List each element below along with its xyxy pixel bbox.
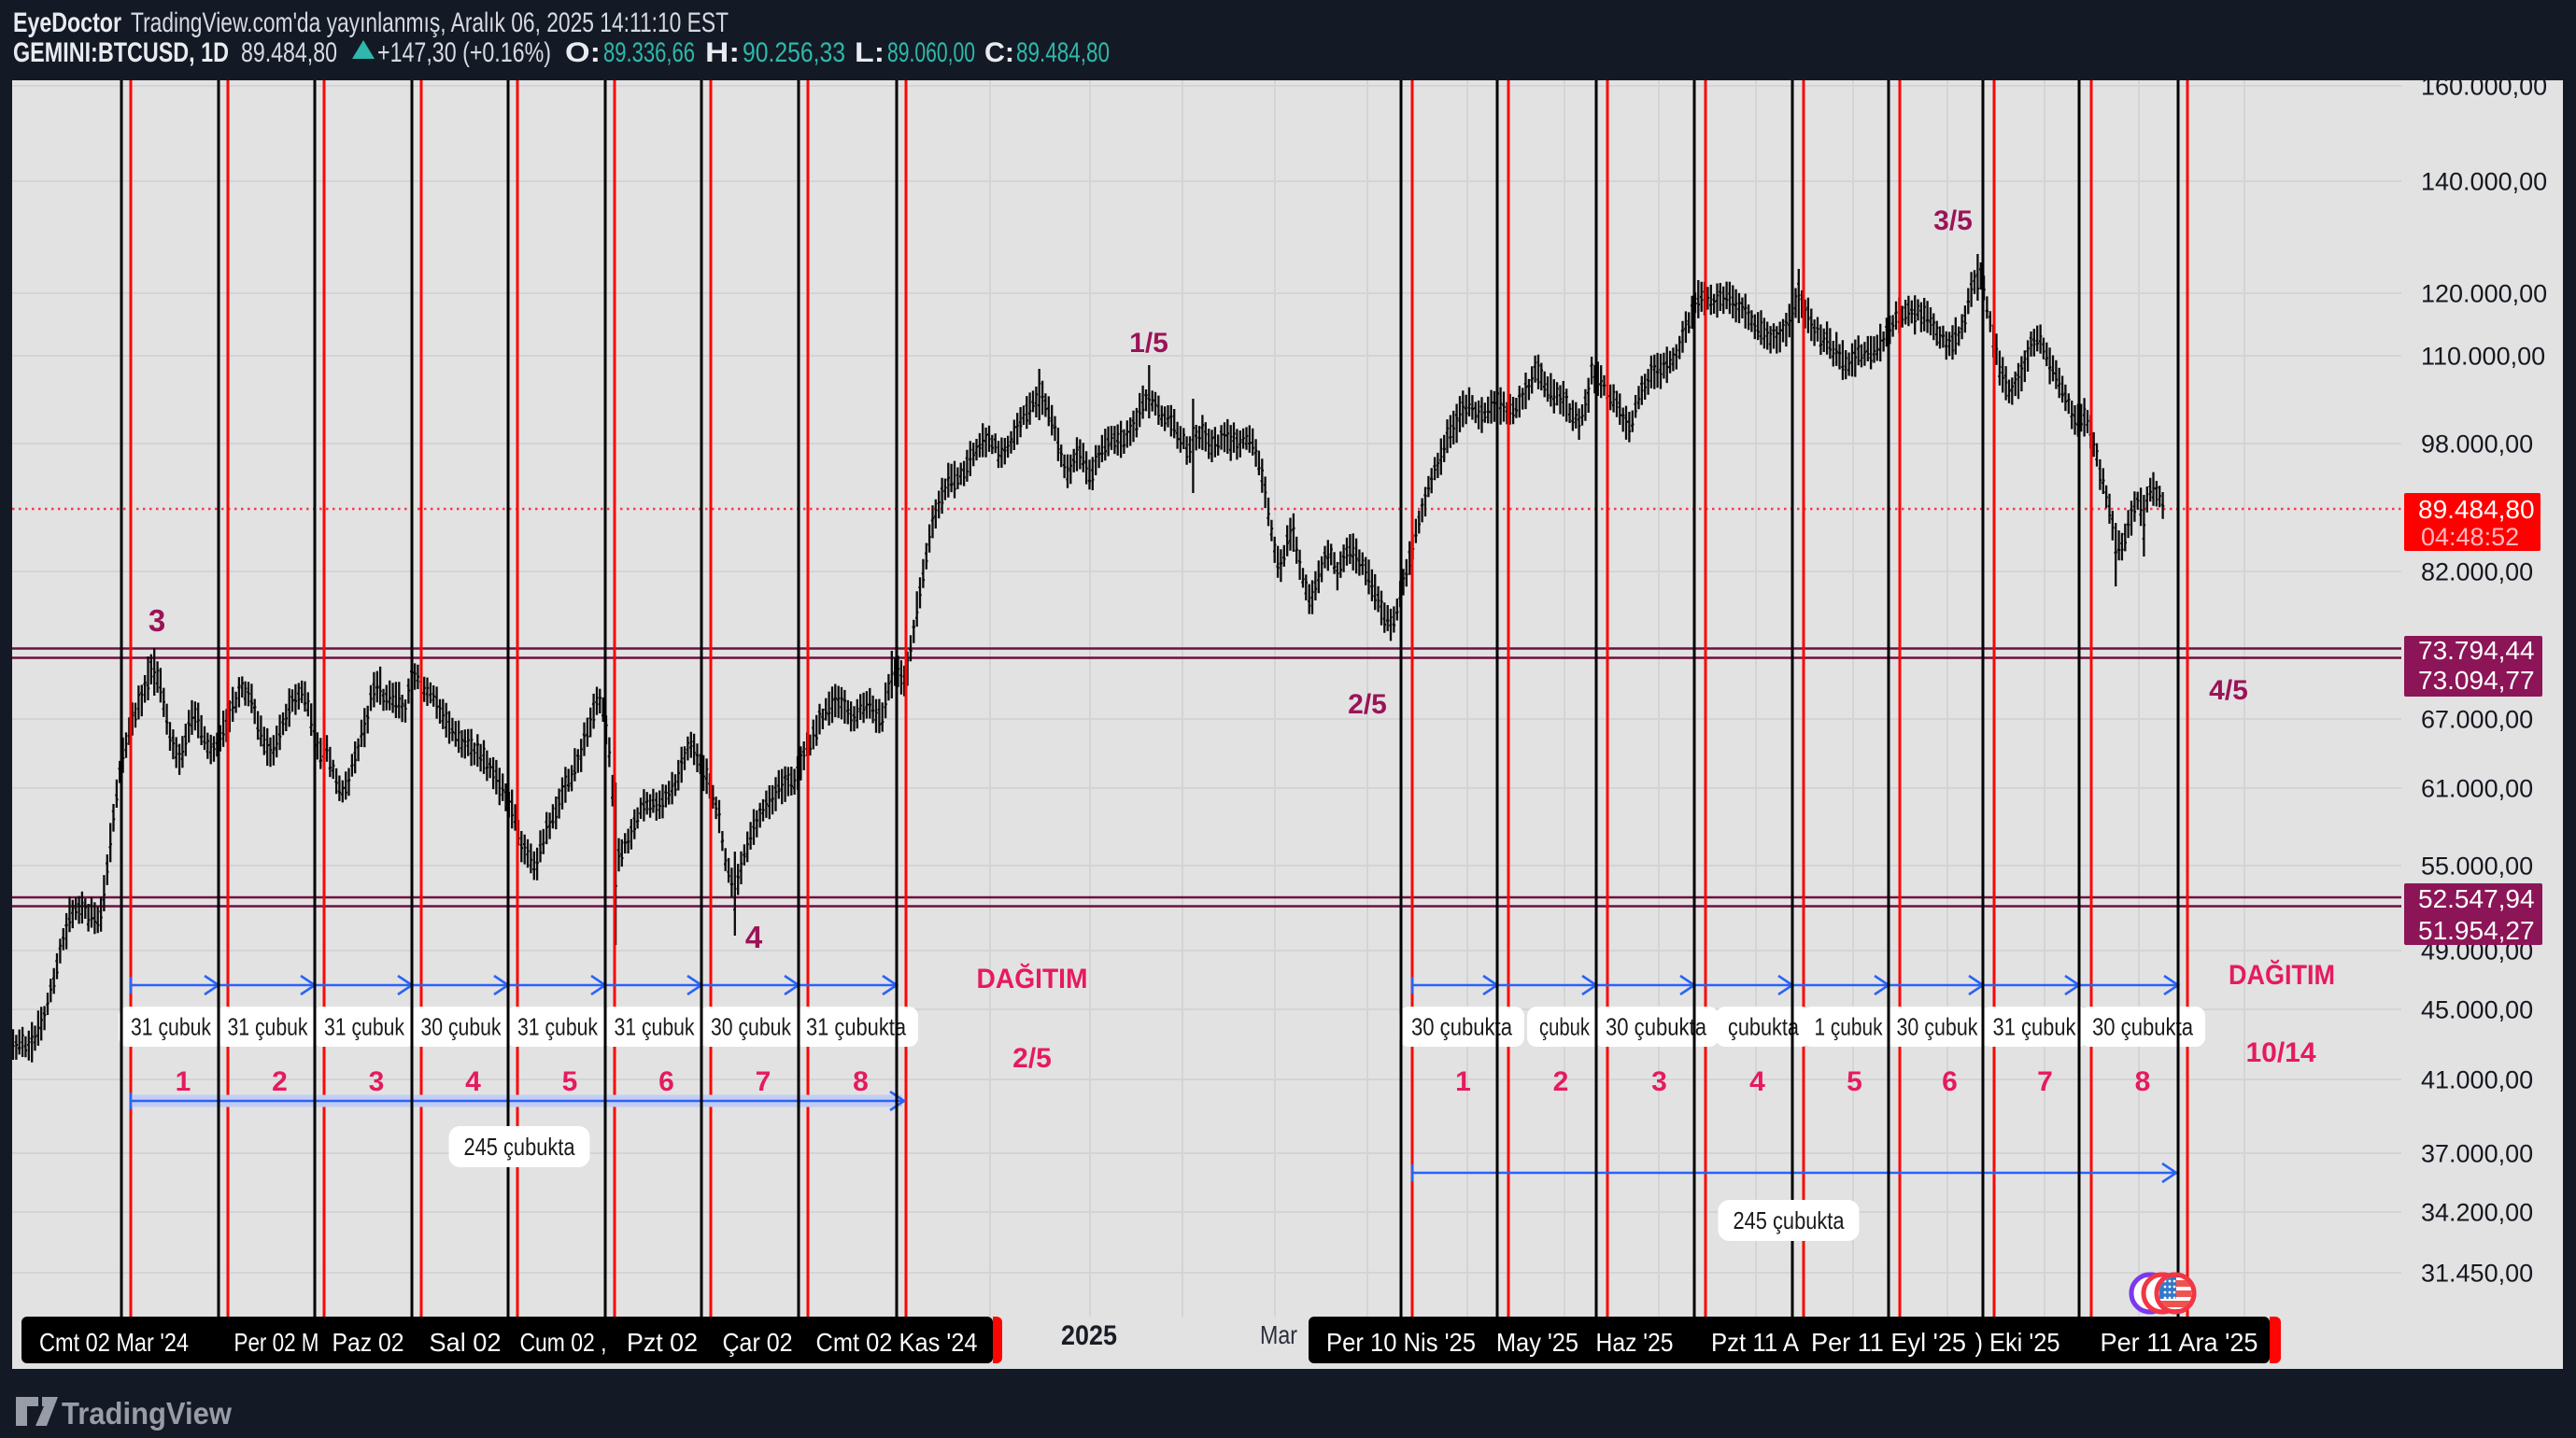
svg-text:2025: 2025 — [1061, 1320, 1117, 1351]
svg-text:C:: C: — [984, 37, 1014, 68]
svg-text:89.484,80: 89.484,80 — [1016, 37, 1110, 68]
svg-text:Cmt 02 Kas '24: Cmt 02 Kas '24 — [816, 1328, 978, 1357]
svg-text:çubukta: çubukta — [1728, 1013, 1799, 1041]
svg-text:31 çubukta: 31 çubukta — [806, 1013, 906, 1041]
svg-text:6: 6 — [658, 1066, 674, 1097]
svg-text:1: 1 — [176, 1066, 191, 1097]
svg-text:34.200,00: 34.200,00 — [2421, 1199, 2533, 1227]
svg-text:5: 5 — [1847, 1066, 1862, 1097]
svg-text:8: 8 — [853, 1066, 869, 1097]
svg-text:10/14: 10/14 — [2245, 1037, 2315, 1068]
svg-text:31 çubuk: 31 çubuk — [131, 1013, 212, 1041]
svg-text:Cum 02 ,: Cum 02 , — [520, 1328, 607, 1357]
svg-text:90.256,33: 90.256,33 — [743, 37, 845, 68]
svg-text:31 çubuk: 31 çubuk — [324, 1013, 405, 1041]
svg-text:EyeDoctor: EyeDoctor — [13, 7, 121, 38]
svg-text:89.336,66: 89.336,66 — [603, 37, 695, 68]
svg-text:O:: O: — [565, 37, 601, 68]
svg-text:31 çubuk: 31 çubuk — [615, 1013, 696, 1041]
svg-text:82.000,00: 82.000,00 — [2421, 558, 2533, 586]
svg-text:DAĞITIM: DAĞITIM — [977, 963, 1088, 994]
svg-text:30 çubukta: 30 çubukta — [1411, 1013, 1512, 1041]
svg-text:Pzt 11 A: Pzt 11 A — [1711, 1328, 1799, 1357]
svg-text:120.000,00: 120.000,00 — [2421, 280, 2547, 308]
svg-text:5: 5 — [562, 1066, 578, 1097]
svg-text:TradingView.com'da yayınlanmış: TradingView.com'da yayınlanmış, Aralık 0… — [131, 7, 729, 38]
svg-text:7: 7 — [756, 1066, 771, 1097]
svg-text:Pzt 02: Pzt 02 — [627, 1328, 698, 1357]
svg-text:GEMINI:BTCUSD, 1D: GEMINI:BTCUSD, 1D — [13, 37, 229, 68]
svg-text:245 çubukta: 245 çubukta — [464, 1133, 575, 1161]
svg-text:30 çubukta: 30 çubukta — [1606, 1013, 1706, 1041]
svg-text:1 çubuk: 1 çubuk — [1815, 1013, 1884, 1041]
svg-text:Per 10 Nis '25: Per 10 Nis '25 — [1326, 1328, 1476, 1357]
svg-text:89.484,80: 89.484,80 — [241, 37, 337, 68]
svg-text:7: 7 — [2037, 1066, 2053, 1097]
svg-text:4: 4 — [1749, 1066, 1765, 1097]
svg-text:6: 6 — [1942, 1066, 1958, 1097]
svg-text:51.954,27: 51.954,27 — [2418, 916, 2535, 945]
svg-text:30 çubukta: 30 çubukta — [2092, 1013, 2193, 1041]
svg-text:31 çubuk: 31 çubuk — [1993, 1013, 2077, 1041]
svg-text:DAĞITIM: DAĞITIM — [2229, 959, 2335, 991]
svg-text:H:: H: — [705, 37, 740, 68]
svg-text:98.000,00: 98.000,00 — [2421, 430, 2533, 458]
svg-text:1: 1 — [1455, 1066, 1471, 1097]
svg-text:55.000,00: 55.000,00 — [2421, 853, 2533, 881]
svg-text:89.060,00: 89.060,00 — [887, 37, 975, 68]
svg-text:31 çubuk: 31 çubuk — [517, 1013, 599, 1041]
svg-text:) Eki '25: ) Eki '25 — [1975, 1328, 2060, 1357]
svg-text:Sal 02: Sal 02 — [430, 1328, 502, 1357]
svg-text:3: 3 — [369, 1066, 385, 1097]
svg-text:L:: L: — [855, 37, 885, 68]
svg-text:73.094,77: 73.094,77 — [2418, 666, 2535, 695]
svg-text:Çar 02: Çar 02 — [723, 1328, 793, 1357]
svg-text:89.484,80: 89.484,80 — [2418, 495, 2535, 524]
svg-text:2: 2 — [272, 1066, 288, 1097]
svg-text:30 çubuk: 30 çubuk — [711, 1013, 792, 1041]
svg-text:2/5: 2/5 — [1348, 689, 1387, 720]
svg-text:73.794,44: 73.794,44 — [2418, 636, 2535, 665]
svg-text:2: 2 — [1553, 1066, 1569, 1097]
svg-text:67.000,00: 67.000,00 — [2421, 706, 2533, 734]
svg-text:04:48:52: 04:48:52 — [2421, 523, 2519, 551]
svg-text:3/5: 3/5 — [1933, 205, 1973, 236]
svg-text:140.000,00: 140.000,00 — [2421, 168, 2547, 196]
svg-text:52.547,94: 52.547,94 — [2418, 884, 2535, 913]
svg-text:45.000,00: 45.000,00 — [2421, 996, 2533, 1024]
svg-text:41.000,00: 41.000,00 — [2421, 1066, 2533, 1094]
svg-text:Mar: Mar — [1260, 1320, 1297, 1349]
svg-text:Per 11 Ara '25: Per 11 Ara '25 — [2101, 1328, 2258, 1357]
svg-text:31 çubuk: 31 çubuk — [228, 1013, 309, 1041]
svg-text:Paz 02: Paz 02 — [333, 1328, 404, 1357]
svg-text:30 çubuk: 30 çubuk — [1897, 1013, 1979, 1041]
svg-text:Cmt 02 Mar '24: Cmt 02 Mar '24 — [39, 1328, 189, 1357]
svg-text:+147,30 (+0.16%): +147,30 (+0.16%) — [377, 37, 551, 68]
svg-text:Haz '25: Haz '25 — [1596, 1328, 1674, 1357]
svg-text:2/5: 2/5 — [1012, 1043, 1052, 1074]
svg-text:245 çubukta: 245 çubukta — [1734, 1206, 1845, 1234]
svg-text:Per 11 Eyl '25: Per 11 Eyl '25 — [1811, 1328, 1966, 1357]
svg-text:3: 3 — [1651, 1066, 1667, 1097]
svg-text:4: 4 — [465, 1066, 481, 1097]
svg-text:8: 8 — [2135, 1066, 2151, 1097]
svg-text:1/5: 1/5 — [1129, 328, 1168, 359]
svg-text:3: 3 — [149, 603, 165, 638]
svg-text:4/5: 4/5 — [2209, 675, 2248, 706]
svg-text:4: 4 — [745, 920, 763, 954]
svg-text:May '25: May '25 — [1496, 1328, 1578, 1357]
svg-text:TradingView: TradingView — [62, 1396, 232, 1431]
svg-text:31.450,00: 31.450,00 — [2421, 1260, 2533, 1288]
svg-text:Per 02 M: Per 02 M — [234, 1328, 319, 1357]
svg-text:61.000,00: 61.000,00 — [2421, 775, 2533, 803]
svg-text:110.000,00: 110.000,00 — [2421, 343, 2545, 371]
svg-text:30 çubuk: 30 çubuk — [421, 1013, 502, 1041]
svg-text:çubuk: çubuk — [1539, 1013, 1591, 1041]
svg-text:37.000,00: 37.000,00 — [2421, 1140, 2533, 1168]
